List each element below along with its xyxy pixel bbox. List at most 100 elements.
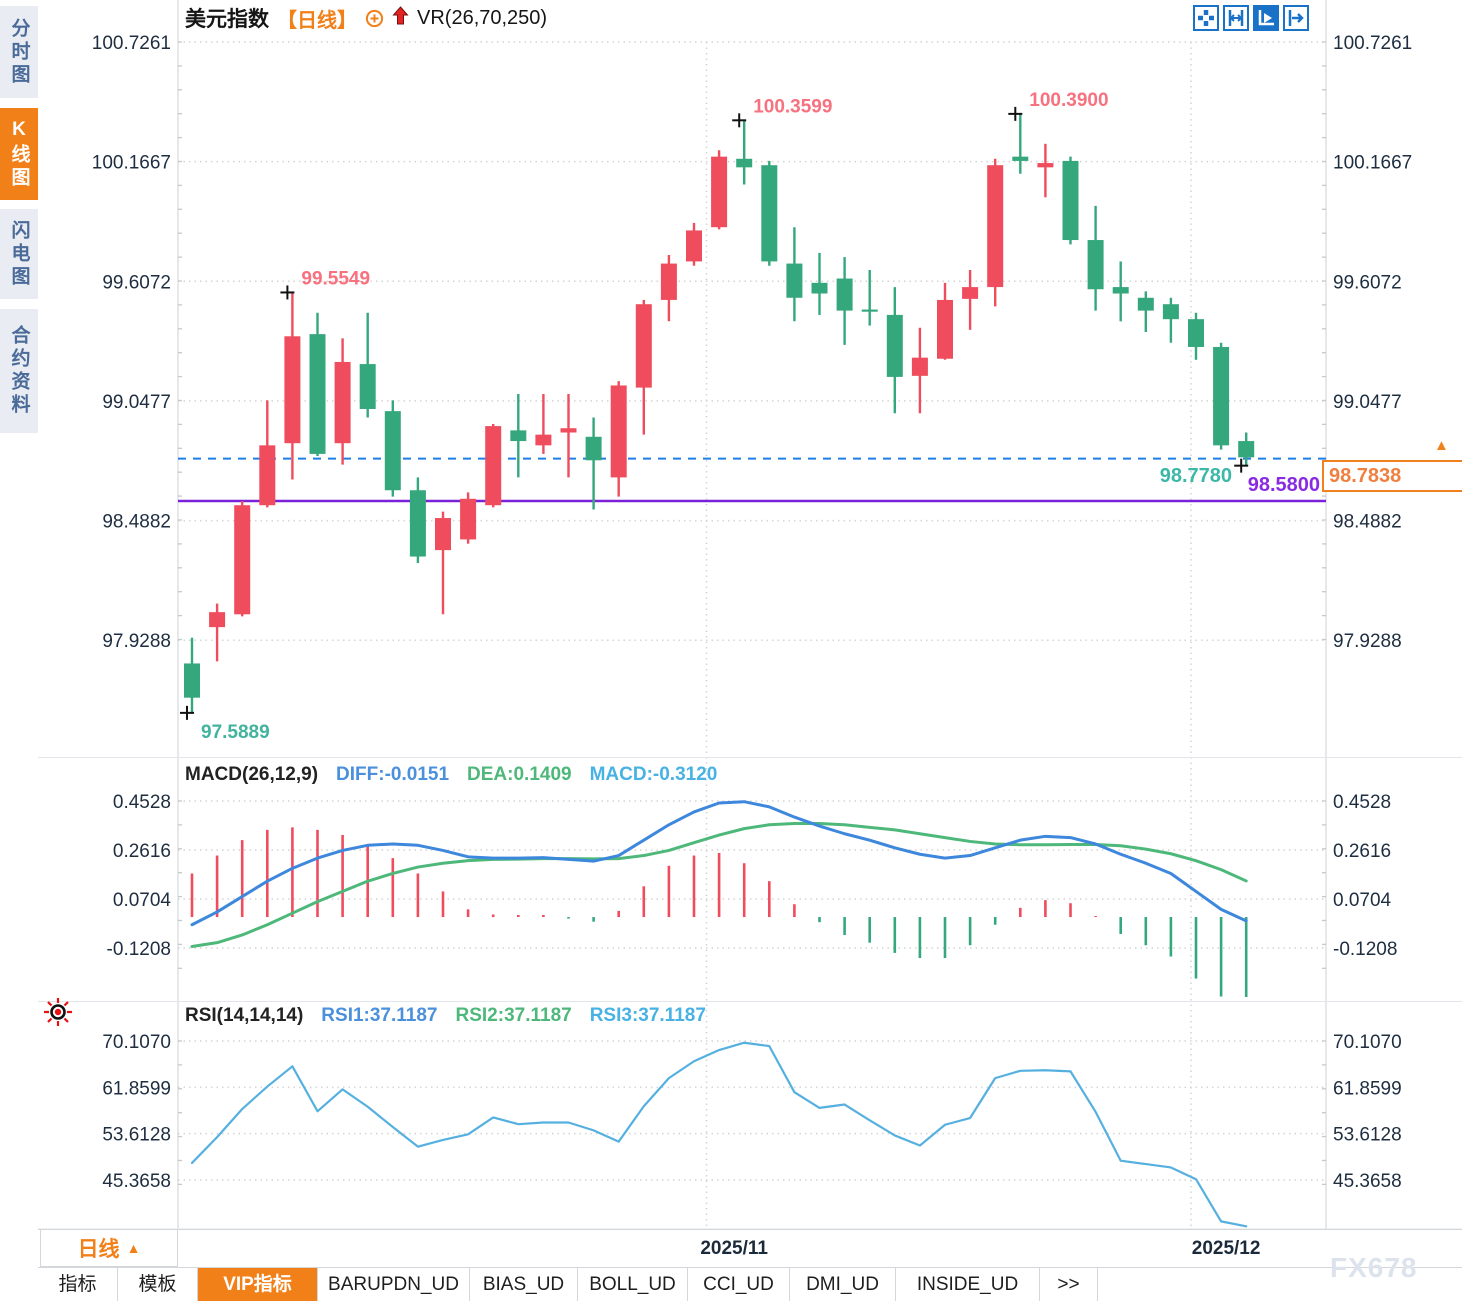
y-axis-label-right: -0.1208 bbox=[1333, 939, 1397, 960]
bottom-tab-DMI_UD[interactable]: DMI_UD bbox=[790, 1268, 896, 1301]
sidebar-item-闪电图[interactable]: 闪电图 bbox=[0, 209, 38, 299]
indicator-tabs-bar: 指标 模板 VIP指标 BARUPDN_UD BIAS_UD BOLL_UD CCI_UD D… bbox=[38, 1267, 1462, 1301]
y-axis-label-right: 100.1667 bbox=[1333, 153, 1412, 174]
candle-body bbox=[259, 445, 276, 506]
candle-body bbox=[962, 287, 979, 299]
price-annotation: 100.3900 bbox=[1029, 90, 1108, 111]
macd-diff-value: DIFF:-0.0151 bbox=[336, 764, 450, 785]
macd-header: MACD(26,12,9) DIFF:-0.0151 DEA:0.1409 MA… bbox=[185, 764, 717, 786]
macd-dea-line bbox=[190, 822, 1248, 949]
bottom-tab-指标[interactable]: 指标 bbox=[38, 1268, 118, 1301]
period-selector-arrow-icon: ▲ bbox=[126, 1240, 141, 1256]
auto-scale-icon[interactable] bbox=[1253, 5, 1279, 31]
bottom-tab-BARUPDN_UD[interactable]: BARUPDN_UD bbox=[318, 1268, 470, 1301]
candle-body bbox=[886, 314, 903, 377]
candle-body bbox=[610, 385, 627, 478]
last-close-level-label: 98.7780 bbox=[1159, 465, 1232, 487]
x-axis-date-row: 2025/11 2025/12 bbox=[38, 1229, 1462, 1268]
y-axis-label-right: 97.9288 bbox=[1333, 631, 1402, 652]
bottom-tab->>[interactable]: >> bbox=[1040, 1268, 1098, 1301]
price-annotation: 97.5889 bbox=[201, 722, 270, 743]
candle-body bbox=[234, 505, 251, 615]
candle-body bbox=[761, 165, 778, 262]
y-axis-label-left: 70.1070 bbox=[102, 1032, 171, 1053]
period-selector[interactable]: 日线 ▲ bbox=[40, 1229, 178, 1267]
sidebar-item-K线图[interactable]: K线图 bbox=[0, 108, 38, 200]
y-axis-label-right: 53.6128 bbox=[1333, 1125, 1402, 1146]
period-tag[interactable]: 【日线】 bbox=[277, 9, 357, 32]
rsi1-value: RSI1:37.1187 bbox=[321, 1005, 438, 1026]
candle-body bbox=[811, 282, 828, 294]
candle-body bbox=[1238, 441, 1255, 458]
y-axis-label-right: 61.8599 bbox=[1333, 1078, 1402, 1099]
candle-body bbox=[1188, 319, 1204, 347]
candle-body bbox=[1137, 297, 1154, 311]
scroll-to-latest-icon[interactable] bbox=[1283, 5, 1309, 31]
macd-dea-value: DEA:0.1409 bbox=[467, 764, 572, 785]
x-axis-month-label: 2025/12 bbox=[1191, 1238, 1261, 1259]
rsi-line bbox=[190, 1041, 1248, 1228]
bottom-tab-CCI_UD[interactable]: CCI_UD bbox=[688, 1268, 790, 1301]
y-axis-label-left: -0.1208 bbox=[107, 939, 171, 960]
y-axis-label-left: 61.8599 bbox=[102, 1078, 171, 1099]
y-axis-label-right: 45.3658 bbox=[1333, 1171, 1402, 1192]
y-axis-label-left: 100.7261 bbox=[92, 33, 171, 54]
crosshair-move-icon[interactable] bbox=[1193, 5, 1219, 31]
y-axis-label-right: 0.4528 bbox=[1333, 792, 1391, 813]
y-axis-label-left: 53.6128 bbox=[102, 1125, 171, 1146]
y-axis-label-right: 99.6072 bbox=[1333, 272, 1402, 293]
candle-body bbox=[409, 490, 426, 557]
bottom-tab-VIP指标[interactable]: VIP指标 bbox=[198, 1268, 318, 1301]
y-axis-label-left: 0.0704 bbox=[113, 890, 172, 911]
candle-body bbox=[1037, 163, 1054, 168]
macd-diff-line bbox=[190, 800, 1248, 927]
candle-body bbox=[711, 156, 728, 228]
add-circle-icon[interactable] bbox=[365, 9, 384, 28]
y-axis-label-left: 98.4882 bbox=[102, 512, 171, 533]
price-annotation: 99.5549 bbox=[301, 268, 370, 289]
candle-body bbox=[184, 663, 200, 698]
indicator-settings-sun-icon[interactable] bbox=[42, 996, 74, 1028]
y-axis-label-right: 70.1070 bbox=[1333, 1032, 1402, 1053]
bottom-tab-模板[interactable]: 模板 bbox=[118, 1268, 198, 1301]
chart-canvas[interactable]: 100.7261 100.7261 100.1667 100.1667 99.6072 9… bbox=[0, 0, 1462, 1232]
sidebar: 分时图 K线图闪电图合约资料 bbox=[0, 0, 38, 1300]
sidebar-item-分时图[interactable]: 分时图 bbox=[0, 6, 38, 98]
candle-body bbox=[359, 364, 376, 409]
sidebar-item-合约资料[interactable]: 合约资料 bbox=[0, 309, 38, 433]
candle-body bbox=[1112, 287, 1129, 294]
rsi-header: RSI(14,14,14) RSI1:37.1187 RSI2:37.1187 … bbox=[185, 1005, 706, 1027]
rsi3-value: RSI3:37.1187 bbox=[589, 1005, 706, 1026]
candle-body bbox=[987, 165, 1004, 288]
overlay-indicator-label: VR(26,70,250) bbox=[417, 6, 548, 29]
y-axis-label-left: 99.6072 bbox=[102, 272, 171, 293]
y-axis-label-left: 99.0477 bbox=[102, 392, 171, 413]
candle-body bbox=[209, 612, 226, 628]
candle-body bbox=[435, 518, 451, 551]
y-axis-label-right: 100.7261 bbox=[1333, 33, 1412, 54]
candle-body bbox=[635, 304, 652, 388]
bottom-tab-INSIDE_UD[interactable]: INSIDE_UD bbox=[896, 1268, 1040, 1301]
rsi-title: RSI(14,14,14) bbox=[185, 1005, 304, 1026]
purple-level-label: 98.5800 bbox=[1247, 474, 1320, 496]
candle-body bbox=[660, 263, 677, 300]
price-up-arrow-icon: ▲ bbox=[1434, 437, 1449, 454]
candle-body bbox=[334, 361, 351, 444]
chart-toolbar bbox=[1193, 5, 1309, 31]
y-axis-label-right: 0.0704 bbox=[1333, 890, 1392, 911]
rsi2-value: RSI2:37.1187 bbox=[455, 1005, 572, 1026]
candle-body bbox=[560, 428, 577, 433]
bottom-tab-BOLL_UD[interactable]: BOLL_UD bbox=[578, 1268, 688, 1301]
y-axis-label-left: 0.4528 bbox=[113, 792, 171, 813]
candle-body bbox=[384, 411, 401, 491]
bottom-tab-BIAS_UD[interactable]: BIAS_UD bbox=[470, 1268, 578, 1301]
x-axis-month-label: 2025/11 bbox=[700, 1238, 768, 1259]
fit-y-axis-icon[interactable] bbox=[1223, 5, 1249, 31]
candle-body bbox=[937, 299, 953, 359]
y-axis-label-left: 0.2616 bbox=[113, 841, 171, 862]
chart-title-bar: 美元指数 【日线】 VR(26,70,250) bbox=[185, 4, 547, 32]
candle-body bbox=[686, 230, 702, 262]
candle-body bbox=[535, 434, 552, 446]
y-axis-label-right: 0.2616 bbox=[1333, 841, 1391, 862]
candle-body bbox=[460, 498, 477, 540]
